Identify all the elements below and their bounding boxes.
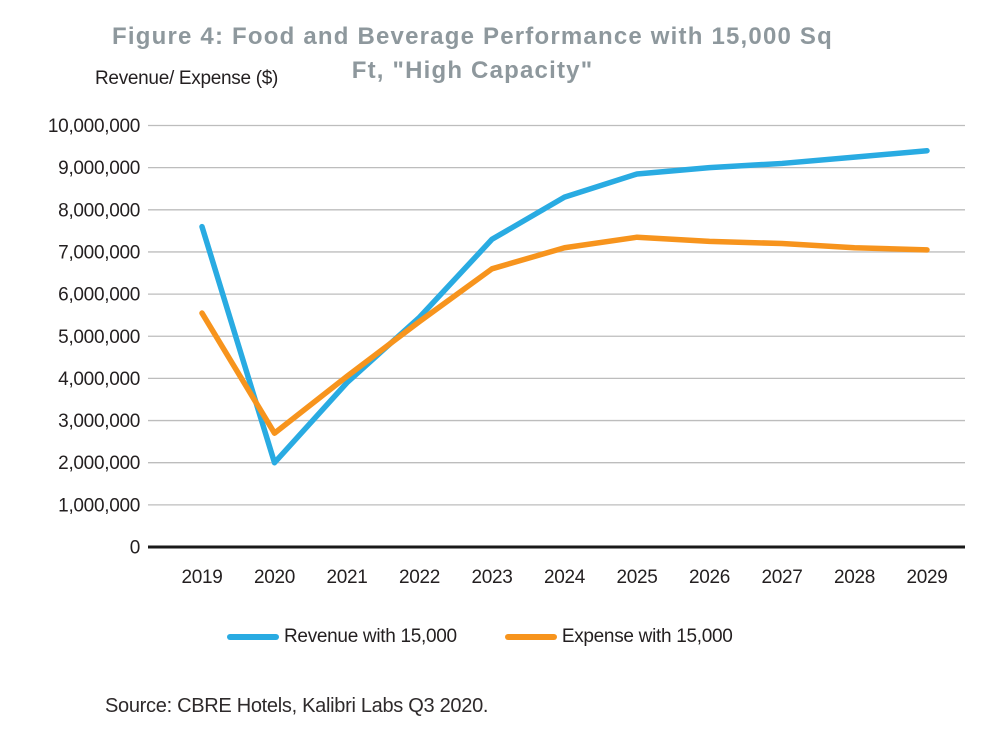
y-tick-label: 8,000,000 <box>58 200 140 221</box>
y-tick-label: 1,000,000 <box>58 495 140 516</box>
y-tick-label: 5,000,000 <box>58 327 140 348</box>
expense-line <box>199 234 930 436</box>
x-tick-label: 2026 <box>689 567 730 588</box>
revenue-legend-swatch <box>227 634 279 640</box>
y-axis-title: Revenue/ Expense ($) <box>95 68 279 89</box>
y-tick-label: 6,000,000 <box>58 285 140 306</box>
y-tick-label: 2,000,000 <box>58 453 140 474</box>
chart-title-line-2: Ft, "High Capacity" <box>351 57 594 84</box>
expense-legend-swatch <box>504 634 557 640</box>
y-tick-label: 0 <box>130 538 140 559</box>
x-tick-label: 2029 <box>906 567 947 588</box>
y-tick-label: 9,000,000 <box>58 158 140 179</box>
x-tick-label: 2019 <box>181 567 222 588</box>
y-tick-label: 7,000,000 <box>58 242 140 263</box>
y-tick-label: 10,000,000 <box>48 116 140 137</box>
legend: Revenue with 15,000 Expense with 15,000 <box>227 626 733 648</box>
legend-item-expense: Expense with 15,000 <box>504 626 733 648</box>
x-tick-label: 2023 <box>471 567 512 588</box>
revenue-legend-label: Revenue with 15,000 <box>284 626 457 647</box>
legend-item-revenue: Revenue with 15,000 <box>227 626 457 648</box>
x-tick-label: 2022 <box>399 567 440 588</box>
chart-plot-area: 0 1,000,000 2,000,000 3,000,000 4,000,000 5,0… <box>48 116 965 588</box>
source-note: Source: CBRE Hotels, Kalibri Labs Q3 202… <box>105 695 489 717</box>
chart-title-line-1: Figure 4: Food and Beverage Performance … <box>112 23 833 50</box>
x-tick-label: 2020 <box>254 567 295 588</box>
x-tick-label: 2025 <box>616 567 657 588</box>
chart-title: Figure 4: Food and Beverage Performance … <box>0 20 945 88</box>
x-tick-label: 2028 <box>834 567 875 588</box>
x-tick-label: 2024 <box>544 567 586 588</box>
y-tick-label: 3,000,000 <box>58 411 140 432</box>
x-tick-label: 2021 <box>326 567 367 588</box>
x-tick-label: 2027 <box>761 567 802 588</box>
y-tick-label: 4,000,000 <box>58 369 140 390</box>
revenue-line <box>199 148 930 466</box>
expense-legend-label: Expense with 15,000 <box>561 626 733 647</box>
